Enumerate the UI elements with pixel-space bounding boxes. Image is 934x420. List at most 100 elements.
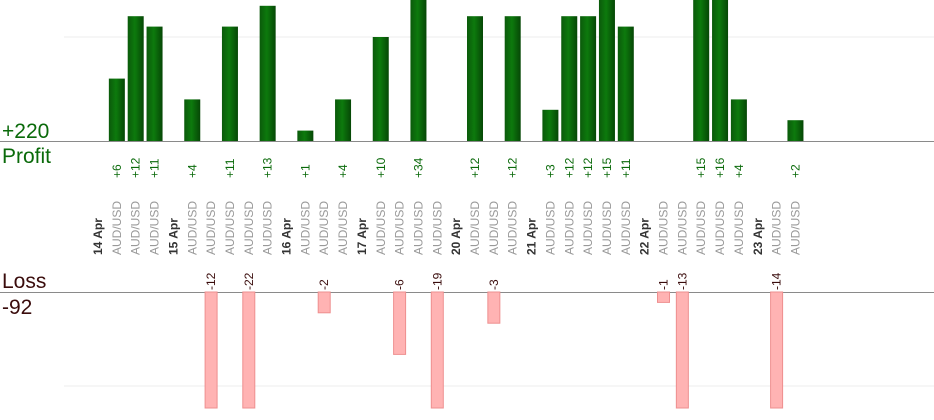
profit-bar (504, 16, 521, 142)
profit-value-label: +12 (506, 157, 520, 178)
profit-value-label: +12 (562, 157, 576, 178)
pair-label: AUD/USD (770, 201, 784, 255)
pair-label: AUD/USD (317, 201, 331, 255)
loss-value-label: -19 (430, 272, 444, 290)
profit-value-label: +4 (336, 164, 350, 178)
profit-value-label: +34 (411, 157, 425, 178)
pair-label: AUD/USD (298, 201, 312, 255)
profit-value-label: +16 (713, 157, 727, 178)
date-label: 16 Apr (280, 218, 294, 255)
loss-bar (675, 291, 689, 409)
pair-label: AUD/USD (129, 201, 143, 255)
date-label: 14 Apr (91, 218, 105, 255)
profit-bar (542, 109, 559, 141)
profit-value-label: +13 (261, 157, 275, 178)
pair-label: AUD/USD (148, 201, 162, 255)
pair-label: AUD/USD (732, 201, 746, 255)
profit-total-label: +220 (2, 120, 50, 143)
profit-value-label: +11 (619, 158, 633, 178)
pair-label: AUD/USD (506, 201, 520, 255)
profit-bar (580, 16, 597, 142)
pair-label: AUD/USD (411, 201, 425, 255)
loss-bar (393, 291, 407, 355)
date-label: 20 Apr (449, 218, 463, 255)
loss-bar (430, 291, 444, 409)
pair-label: AUD/USD (657, 201, 671, 255)
date-label: 15 Apr (166, 218, 180, 255)
date-label: 22 Apr (638, 218, 652, 255)
pair-label: AUD/USD (223, 201, 237, 255)
pair-label: AUD/USD (562, 201, 576, 255)
profit-axis-label: Profit (2, 145, 52, 168)
profit-value-label: +4 (732, 164, 746, 178)
pair-label: AUD/USD (543, 201, 557, 255)
profit-value-label: +11 (148, 158, 162, 178)
pair-label: AUD/USD (788, 201, 802, 255)
profit-bar (108, 78, 125, 141)
profit-value-label: +1 (298, 164, 312, 178)
loss-bar (317, 291, 331, 314)
profit-bar (787, 120, 804, 141)
profit-bar (221, 26, 238, 142)
pair-label: AUD/USD (581, 201, 595, 255)
profit-bar (127, 16, 144, 142)
loss-value-label: -1 (657, 279, 671, 290)
profit-value-label: +15 (600, 157, 614, 178)
profit-value-label: +2 (788, 164, 802, 178)
loss-bar (770, 291, 784, 409)
loss-bar (657, 291, 670, 303)
date-label: 21 Apr (525, 218, 539, 255)
loss-value-label: -13 (675, 272, 689, 290)
pair-label: AUD/USD (468, 201, 482, 255)
loss-value-label: -6 (393, 279, 407, 290)
profit-bar (712, 0, 729, 141)
profit-bar (410, 0, 427, 141)
pair-label: AUD/USD (393, 201, 407, 255)
profit-bar (467, 16, 483, 142)
profit-bar (617, 26, 634, 142)
profit-value-label: +11 (223, 158, 237, 178)
profit-value-label: +6 (110, 164, 124, 178)
pair-label: AUD/USD (204, 201, 218, 255)
pair-label: AUD/USD (430, 201, 444, 255)
profit-bar (561, 16, 578, 142)
pair-label: AUD/USD (619, 201, 633, 255)
profit-bar (297, 130, 314, 141)
date-label: 23 Apr (751, 218, 765, 255)
pair-label: AUD/USD (261, 201, 275, 255)
loss-value-label: -2 (317, 279, 331, 290)
profit-bar (693, 0, 710, 141)
profit-bar (335, 99, 352, 141)
profit-bar (730, 99, 747, 141)
pair-label: AUD/USD (487, 201, 501, 255)
profit-bar (598, 0, 615, 141)
profit-value-label: +12 (581, 157, 595, 178)
pair-label: AUD/USD (336, 201, 350, 255)
loss-bar (204, 291, 218, 409)
loss-value-label: -22 (242, 272, 256, 290)
pair-label: AUD/USD (675, 201, 689, 255)
loss-value-label: -12 (204, 272, 218, 290)
pair-label: AUD/USD (713, 201, 727, 255)
profit-bar (184, 99, 201, 141)
loss-value-label: -3 (487, 279, 501, 290)
pair-label: AUD/USD (600, 201, 614, 255)
profit-value-label: +3 (543, 164, 557, 178)
pair-label: AUD/USD (694, 201, 708, 255)
loss-axis-label: Loss (2, 270, 47, 293)
profit-value-label: +12 (468, 157, 482, 178)
pair-label: AUD/USD (185, 201, 199, 255)
profit-bar (146, 26, 163, 142)
loss-value-label: -14 (770, 272, 784, 290)
date-label: 17 Apr (355, 218, 369, 255)
loss-bar (242, 291, 256, 409)
loss-bar (487, 291, 501, 324)
pair-label: AUD/USD (110, 201, 124, 255)
pair-label: AUD/USD (374, 201, 388, 255)
loss-total-label: -92 (2, 296, 33, 319)
profit-value-label: +4 (185, 164, 199, 178)
profit-bar (372, 37, 389, 141)
profit-value-label: +15 (694, 157, 708, 178)
profit-value-label: +12 (129, 157, 143, 178)
